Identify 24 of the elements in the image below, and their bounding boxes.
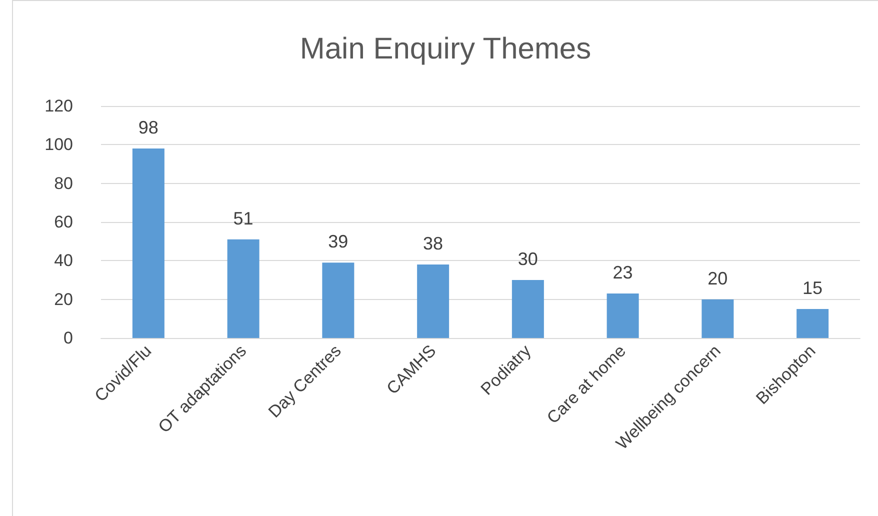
y-tick-label: 120: [44, 96, 73, 116]
data-label: 20: [708, 268, 728, 288]
bar: [227, 239, 260, 338]
data-label: 51: [233, 208, 254, 228]
bar: [132, 148, 164, 338]
data-label: 30: [518, 249, 538, 269]
bar: [512, 280, 544, 338]
y-tick-label: 60: [54, 212, 73, 232]
data-label: 39: [328, 232, 348, 252]
y-tick-label: 80: [54, 174, 73, 193]
data-label: 98: [138, 118, 158, 138]
y-tick-label: 100: [44, 135, 73, 154]
bar: [796, 309, 829, 338]
data-label: 38: [423, 234, 444, 254]
bar: [702, 299, 734, 338]
bar: [417, 264, 450, 338]
y-tick-label: 0: [64, 328, 73, 348]
y-tick-label: 20: [54, 290, 73, 309]
y-tick-label: 40: [54, 251, 73, 270]
chart-title: Main Enquiry Themes: [300, 32, 592, 66]
bar: [322, 262, 354, 338]
bar: [606, 294, 639, 338]
data-label: 23: [612, 262, 633, 283]
data-label: 15: [802, 278, 823, 298]
